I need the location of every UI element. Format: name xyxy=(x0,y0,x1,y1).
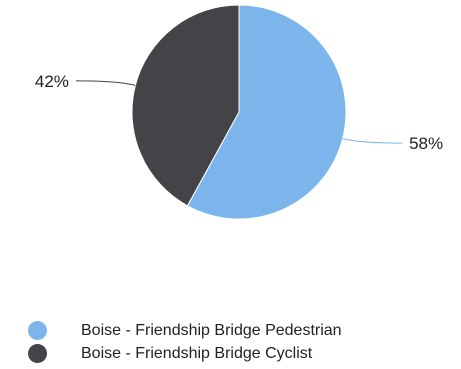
data-label-pedestrian: 58% xyxy=(409,134,443,153)
pie-chart: 58% 42% xyxy=(35,4,443,220)
legend-item-cyclist[interactable]: Boise - Friendship Bridge Cyclist xyxy=(28,342,342,365)
legend: Boise - Friendship Bridge Pedestrian Boi… xyxy=(28,319,342,365)
legend-item-pedestrian[interactable]: Boise - Friendship Bridge Pedestrian xyxy=(28,319,342,342)
pie-slices xyxy=(131,4,347,220)
legend-marker-pedestrian xyxy=(28,321,47,340)
legend-marker-cyclist xyxy=(28,344,47,363)
pie-slice-pedestrian[interactable] xyxy=(186,4,347,220)
legend-label-pedestrian: Boise - Friendship Bridge Pedestrian xyxy=(81,321,342,339)
label-connectors xyxy=(75,80,403,144)
legend-label-cyclist: Boise - Friendship Bridge Cyclist xyxy=(81,344,313,362)
pie-labels: 58% 42% xyxy=(35,72,443,153)
pie-slice-cyclist[interactable] xyxy=(131,4,240,207)
data-label-cyclist: 42% xyxy=(35,72,69,91)
connector-pedestrian xyxy=(342,138,403,144)
connector-cyclist xyxy=(75,80,136,86)
